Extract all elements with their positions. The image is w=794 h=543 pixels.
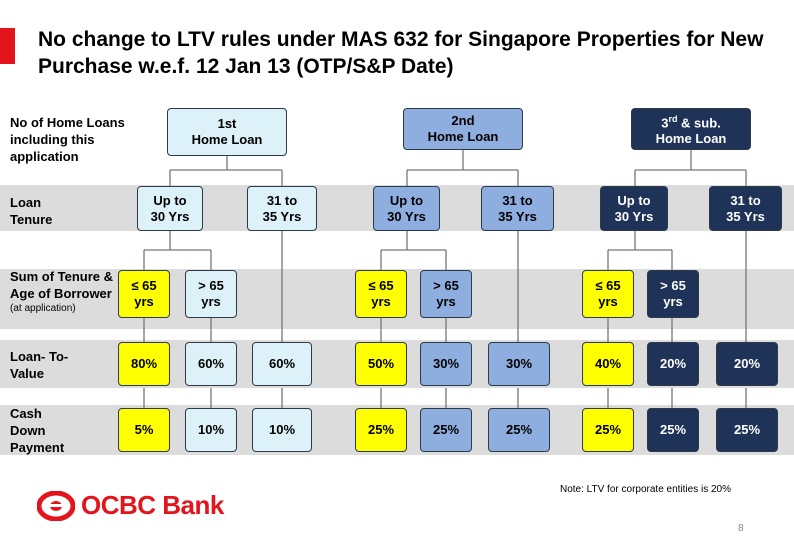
age-1-b-l1: > 65 xyxy=(198,278,224,293)
row-label-ltv: Loan- To-Value xyxy=(10,349,69,381)
ltv-box-3-a: 40% xyxy=(582,342,634,386)
loan-box-2nd: 2nd Home Loan xyxy=(403,108,523,150)
age-1-a-l1: ≤ 65 xyxy=(131,278,157,293)
page-number: 8 xyxy=(738,523,744,534)
tenure-2-b-l1: 31 to xyxy=(502,192,533,208)
age-box-1-a: ≤ 65 yrs xyxy=(118,270,170,318)
age-box-1-b: > 65 yrs xyxy=(185,270,237,318)
loan-3-line1-rest: & sub. xyxy=(677,115,721,131)
tenure-2-a-l2: 30 Yrs xyxy=(387,208,426,224)
tenure-box-3-a: Up to 30 Yrs xyxy=(600,186,668,231)
loan-2-line1: 2nd xyxy=(451,113,475,128)
cash-box-1-a: 5% xyxy=(118,408,170,452)
tenure-3-b-l1: 31 to xyxy=(730,192,761,208)
row-label-age: Sum of Tenure & Age of Borrower (at appl… xyxy=(10,268,120,315)
cash-box-2-c: 25% xyxy=(488,408,550,452)
cash-box-2-b: 25% xyxy=(420,408,472,452)
age-2-b-l1: > 65 xyxy=(433,278,459,293)
tenure-2-a-l1: Up to xyxy=(389,192,424,208)
cash-box-1-c: 10% xyxy=(252,408,312,452)
loan-box-3rd: 3rd & sub. Home Loan xyxy=(631,108,751,150)
page-title: No change to LTV rules under MAS 632 for… xyxy=(38,28,764,78)
row-label-age-text: Sum of Tenure & Age of Borrower xyxy=(10,269,114,301)
ltv-box-1-a: 80% xyxy=(118,342,170,386)
tenure-3-b-l2: 35 Yrs xyxy=(726,208,765,224)
row-label-tenure: Loan Tenure xyxy=(10,195,53,227)
cash-box-2-a: 25% xyxy=(355,408,407,452)
cash-box-3-a: 25% xyxy=(582,408,634,452)
row-label-age-note: (at application) xyxy=(10,303,76,314)
tenure-1-b-l2: 35 Yrs xyxy=(262,208,302,224)
ltv-box-2-b: 30% xyxy=(420,342,472,386)
loan-3-line1-main: 3 xyxy=(661,115,669,131)
tenure-box-2-a: Up to 30 Yrs xyxy=(373,186,440,231)
cash-box-1-b: 10% xyxy=(185,408,237,452)
age-2-b-l2: yrs xyxy=(436,294,456,309)
age-box-2-a: ≤ 65 yrs xyxy=(355,270,407,318)
age-3-a-l2: yrs xyxy=(598,294,618,309)
tenure-3-a-l1: Up to xyxy=(617,192,651,208)
ocbc-logo-icon xyxy=(37,490,75,521)
row-label-loans: No of Home Loans including this applicat… xyxy=(10,115,125,164)
row-label-cash: Cash Down Payment xyxy=(10,406,65,455)
logo-text: OCBC Bank xyxy=(81,490,224,520)
loan-3-line2: Home Loan xyxy=(655,131,727,147)
loan-3-line1-sup: rd xyxy=(668,113,678,124)
tenure-3-a-l2: 30 Yrs xyxy=(614,208,654,224)
footnote: Note: LTV for corporate entities is 20% xyxy=(560,484,732,495)
loan-2-line2: Home Loan xyxy=(427,129,499,144)
age-1-a-l2: yrs xyxy=(134,294,154,309)
age-box-2-b: > 65 yrs xyxy=(420,270,472,318)
tenure-box-1-a: Up to 30 Yrs xyxy=(137,186,203,231)
tenure-box-2-b: 31 to 35 Yrs xyxy=(481,186,554,231)
ocbc-logo: OCBC Bank xyxy=(37,490,224,521)
loan-box-1st: 1st Home Loan xyxy=(167,108,287,156)
ltv-box-2-c: 30% xyxy=(488,342,550,386)
tenure-1-a-l1: Up to xyxy=(153,192,187,208)
age-box-3-b: > 65 yrs xyxy=(647,270,699,318)
ltv-box-1-c: 60% xyxy=(252,342,312,386)
loan-1-line1: 1st xyxy=(217,116,237,131)
tenure-2-b-l2: 35 Yrs xyxy=(498,208,537,224)
loan-1-line2: Home Loan xyxy=(191,132,263,147)
age-3-b-l1: > 65 xyxy=(660,278,686,293)
tenure-box-1-b: 31 to 35 Yrs xyxy=(247,186,317,231)
tenure-box-3-b: 31 to 35 Yrs xyxy=(709,186,782,231)
ltv-box-3-c: 20% xyxy=(716,342,778,386)
tenure-1-b-l1: 31 to xyxy=(266,192,298,208)
tenure-1-a-l2: 30 Yrs xyxy=(150,208,190,224)
ltv-box-2-a: 50% xyxy=(355,342,407,386)
cash-box-3-c: 25% xyxy=(716,408,778,452)
age-1-b-l2: yrs xyxy=(201,294,221,309)
ltv-box-3-b: 20% xyxy=(647,342,699,386)
age-2-a-l2: yrs xyxy=(371,294,391,309)
age-3-b-l2: yrs xyxy=(663,294,683,309)
age-3-a-l1: ≤ 65 xyxy=(595,278,621,293)
ltv-box-1-b: 60% xyxy=(185,342,237,386)
age-2-a-l1: ≤ 65 xyxy=(368,278,394,293)
age-box-3-a: ≤ 65 yrs xyxy=(582,270,634,318)
cash-box-3-b: 25% xyxy=(647,408,699,452)
title-accent-bar xyxy=(0,28,15,64)
